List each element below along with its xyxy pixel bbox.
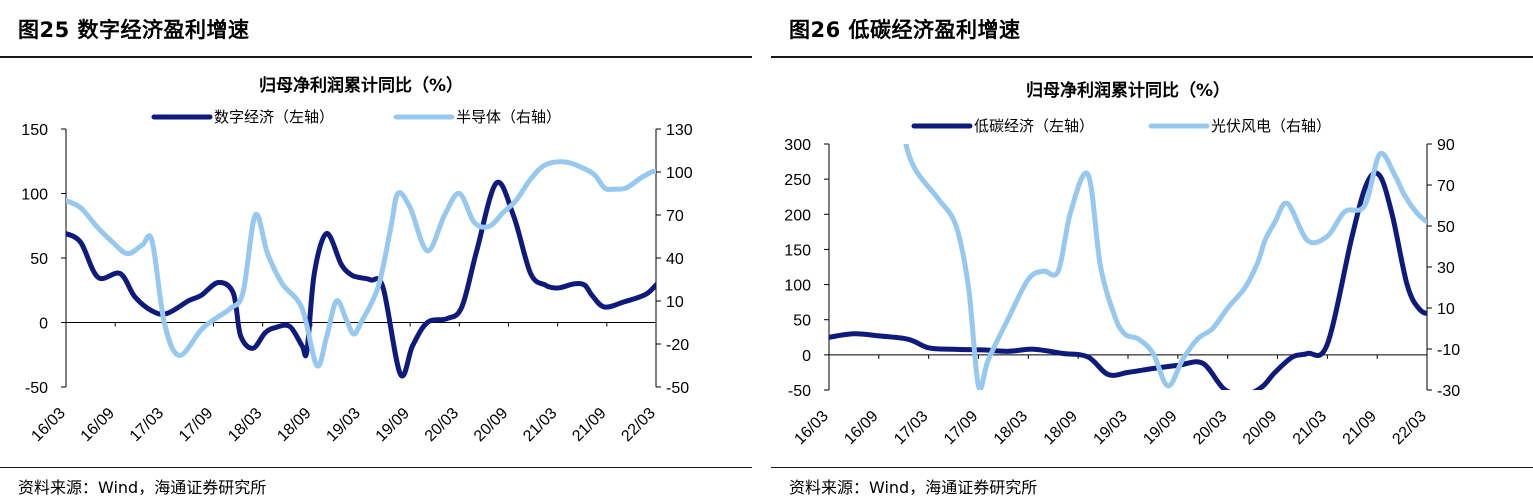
x-axis-tick-label: 19/09 [1140, 408, 1180, 448]
x-axis-tick-label: 18/09 [1041, 408, 1081, 448]
right-axis-tick-label: 30 [1437, 260, 1455, 277]
left-axis-tick-label: 100 [784, 278, 811, 295]
x-axis-tick-label: 20/09 [471, 405, 511, 445]
left-axis-tick-label: 100 [21, 187, 48, 204]
x-axis-tick-label: 19/03 [1090, 408, 1130, 448]
series-line-低碳经济左轴 [829, 170, 1427, 390]
x-axis-tick-label: 21/09 [1340, 408, 1380, 448]
x-axis-tick-label: 21/09 [569, 405, 609, 445]
x-axis-tick-label: 22/03 [1389, 408, 1429, 448]
x-axis-tick-label: 16/09 [841, 408, 881, 448]
source-note: 资料来源：Wind，海通证券研究所 [789, 478, 1038, 497]
legend-label-数字经济左轴: 数字经济（左轴） [214, 108, 334, 126]
left-axis-tick-label: 150 [21, 122, 48, 139]
source-divider [0, 467, 752, 468]
right-axis-tick-label: -20 [666, 337, 689, 354]
x-axis-tick-label: 21/03 [1290, 408, 1330, 448]
x-axis-tick-label: 18/03 [225, 405, 265, 445]
left-axis-tick-label: 200 [784, 207, 811, 224]
x-axis-tick-label: 20/03 [422, 405, 462, 445]
x-axis-tick-label: 21/03 [520, 405, 560, 445]
right-axis-tick-label: 90 [1437, 137, 1455, 154]
right-axis-tick-label: 50 [1437, 219, 1455, 236]
left-axis-tick-label: -50 [788, 383, 811, 400]
right-axis-tick-label: -50 [666, 380, 689, 397]
x-axis-tick-label: 19/09 [373, 405, 413, 445]
left-axis-tick-label: 0 [802, 348, 811, 365]
x-axis-tick-label: 17/03 [891, 408, 931, 448]
series-line-半导体右轴 [66, 159, 656, 369]
right-axis-tick-label: 40 [666, 251, 684, 268]
title-divider [0, 56, 752, 58]
x-axis-tick-label: 19/03 [323, 405, 363, 445]
title-divider [771, 56, 1533, 58]
low-carbon-economy-profit-chart: 归母净利润累计同比（%） 低碳经济（左轴） 光伏风电（右轴） -50 0 50 100 150… [784, 80, 1460, 448]
series-lines [66, 159, 656, 379]
source-divider [771, 467, 1533, 468]
left-axis-tick-label: 150 [784, 242, 811, 259]
left-axis-tick-label: 250 [784, 172, 811, 189]
series-lines [829, 144, 1427, 390]
x-axis-tick-label: 18/09 [274, 405, 314, 445]
x-axis-tick-label: 17/09 [176, 405, 216, 445]
x-axis-tick-label: 20/03 [1190, 408, 1230, 448]
left-axis-tick-label: 300 [784, 137, 811, 154]
series-line-数字经济左轴 [66, 179, 656, 379]
figure-panel-right: 图26 低碳经济盈利增速 归母净利润累计同比（%） 低碳经济（左轴） 光伏风电（右轴… [771, 0, 1533, 503]
x-axis-tick-label: 17/03 [127, 405, 167, 445]
right-axis-tick-label: 130 [666, 122, 693, 139]
series-line-光伏风电右轴 [903, 144, 1427, 390]
x-axis-tick-label: 16/03 [791, 408, 831, 448]
x-axis-tick-label: 20/09 [1240, 408, 1280, 448]
left-axis-tick-label: 50 [30, 251, 48, 268]
legend-label-半导体右轴: 半导体（右轴） [456, 108, 561, 126]
chart-title: 归母净利润累计同比（%） [259, 75, 463, 96]
right-axis-tick-label: 10 [666, 294, 684, 311]
right-axis-tick-label: 70 [1437, 178, 1455, 195]
left-axis-tick-label: 50 [793, 313, 811, 330]
source-note: 资料来源：Wind，海通证券研究所 [18, 478, 267, 497]
x-axis-tick-label: 22/03 [618, 405, 658, 445]
right-axis-tick-label: 100 [666, 165, 693, 182]
left-axis-tick-label: 0 [39, 316, 48, 333]
left-axis-tick-label: -50 [25, 380, 48, 397]
legend-label-低碳经济左轴: 低碳经济（左轴） [974, 117, 1094, 135]
chart-title: 归母净利润累计同比（%） [1026, 80, 1230, 101]
figure-title: 图25 数字经济盈利增速 [18, 18, 250, 42]
x-axis-tick-label: 16/09 [78, 405, 118, 445]
legend-label-光伏风电右轴: 光伏风电（右轴） [1211, 117, 1331, 135]
digital-economy-profit-chart: 归母净利润累计同比（%） 数字经济（左轴） 半导体（右轴） -50 0 50 100 150 -… [21, 75, 693, 445]
x-axis-tick-label: 18/03 [991, 408, 1031, 448]
figure-title: 图26 低碳经济盈利增速 [789, 18, 1021, 42]
x-axis-tick-label: 17/09 [941, 408, 981, 448]
figure-panel-left: 图25 数字经济盈利增速 归母净利润累计同比（%） 数字经济（左轴） 半导体（右轴）… [0, 0, 752, 503]
right-axis-tick-label: 10 [1437, 301, 1455, 318]
right-axis-tick-label: -30 [1437, 383, 1460, 400]
right-axis-tick-label: 70 [666, 208, 684, 225]
right-axis-tick-label: -10 [1437, 342, 1460, 359]
x-axis-tick-label: 16/03 [28, 405, 68, 445]
